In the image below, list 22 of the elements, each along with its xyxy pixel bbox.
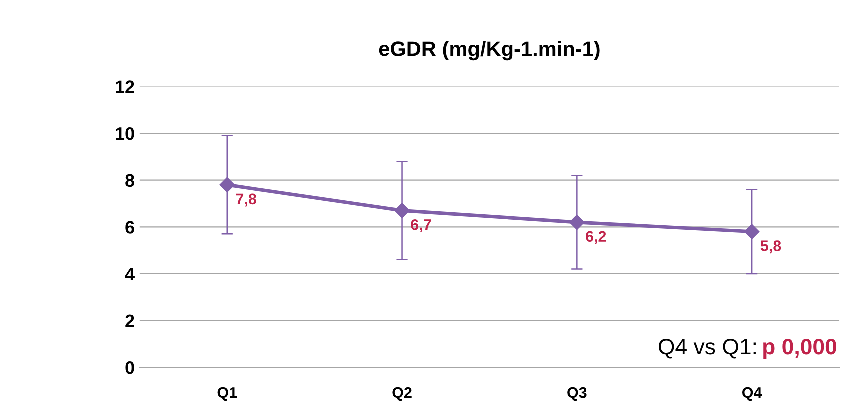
- y-tick-label: 2: [126, 314, 134, 328]
- data-label: 6,2: [586, 231, 606, 244]
- x-tick-label: Q2: [392, 387, 412, 402]
- y-tick-label: 6: [126, 221, 134, 234]
- data-label: 5,8: [760, 240, 782, 254]
- annotation: Q4 vs Q1:: [659, 339, 756, 359]
- point: [394, 203, 410, 218]
- y-tick-label: 4: [125, 268, 135, 280]
- point: [744, 224, 760, 240]
- x-tick-label: Q4: [742, 387, 762, 402]
- y-tick-label: 10: [116, 127, 134, 140]
- point: [220, 177, 235, 193]
- data-label: 6,7: [411, 220, 432, 233]
- y-tick-label: 12: [116, 80, 134, 94]
- point: [570, 214, 585, 230]
- y-tick-label: 8: [126, 174, 135, 188]
- y-tick-label: 0: [126, 362, 134, 374]
- annotation: p 0,000: [764, 339, 837, 360]
- x-tick-label: Q3: [568, 387, 587, 402]
- x-tick-label: Q1: [218, 387, 238, 402]
- data-label: 7,8: [236, 194, 256, 207]
- chart-title: eGDR (mg/Kg-1.min-1): [379, 41, 600, 61]
